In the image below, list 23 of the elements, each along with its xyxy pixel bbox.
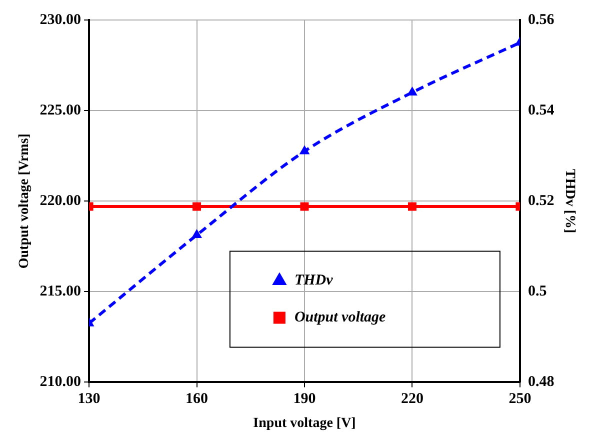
legend-label: THDv (294, 272, 334, 289)
y-tick-label: 230.00 (40, 12, 82, 28)
x-tick-label: 190 (293, 391, 316, 408)
x-tick-label: 220 (400, 391, 424, 408)
x-axis-title: Input voltage [V] (253, 416, 356, 432)
y2-tick-label: 0.48 (528, 374, 554, 390)
point (407, 86, 418, 96)
y-tick-label: 225.00 (40, 102, 82, 118)
y2-tick-label: 0.5 (528, 284, 547, 300)
y2-tick-label: 0.52 (528, 192, 554, 209)
y-tick-label: 220.00 (40, 192, 82, 209)
y2-tick-label: 0.54 (528, 102, 555, 118)
y-tick-label: 210.00 (40, 374, 82, 390)
x-tick-label: 160 (186, 391, 208, 408)
y-axis-title: Output voltage [Vrms] (17, 134, 32, 269)
y2-tick-label: 0.56 (528, 12, 555, 28)
legend-label: Output voltage (294, 310, 386, 326)
y2-axis-title: THDv [%] (562, 169, 577, 234)
point (192, 229, 202, 238)
x-tick-label: 130 (78, 391, 100, 408)
x-tick-label: 250 (508, 391, 532, 408)
y-tick-label: 215.00 (40, 284, 82, 300)
point (299, 145, 310, 154)
